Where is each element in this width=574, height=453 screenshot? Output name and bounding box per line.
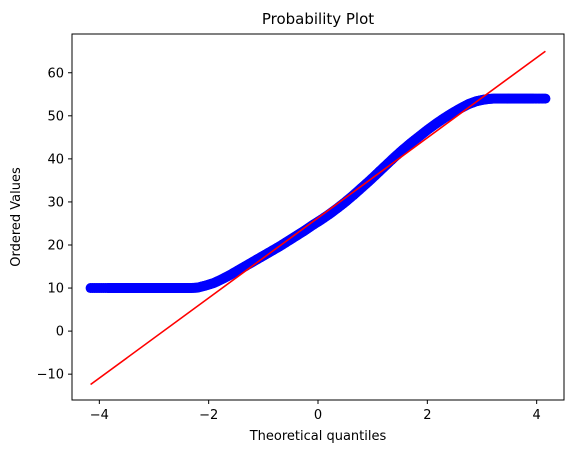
y-tick-label: 0	[56, 325, 64, 340]
y-tick-label: 60	[47, 66, 64, 81]
x-axis-ticks: −4 −2 0 2 4	[90, 400, 541, 423]
y-axis-ticks: −10 0 10 20 30 40 50 60	[37, 66, 72, 383]
data-point	[540, 93, 551, 104]
y-tick-label: 30	[47, 195, 64, 210]
y-axis-label: Ordered Values	[9, 167, 24, 267]
x-tick-label: 2	[423, 408, 431, 423]
y-tick-label: 40	[47, 152, 64, 167]
chart-title: Probability Plot	[262, 10, 374, 28]
y-tick-label: 50	[47, 109, 64, 124]
x-tick-label: 4	[533, 408, 541, 423]
fit-line	[90, 50, 546, 386]
x-axis-label: Theoretical quantiles	[249, 429, 387, 444]
x-tick-label: −4	[90, 408, 109, 423]
y-tick-label: −10	[37, 368, 64, 383]
plot-area	[85, 50, 551, 386]
y-tick-label: 20	[47, 238, 64, 253]
x-tick-label: 0	[314, 408, 322, 423]
x-tick-label: −2	[199, 408, 218, 423]
y-tick-label: 10	[47, 282, 64, 297]
